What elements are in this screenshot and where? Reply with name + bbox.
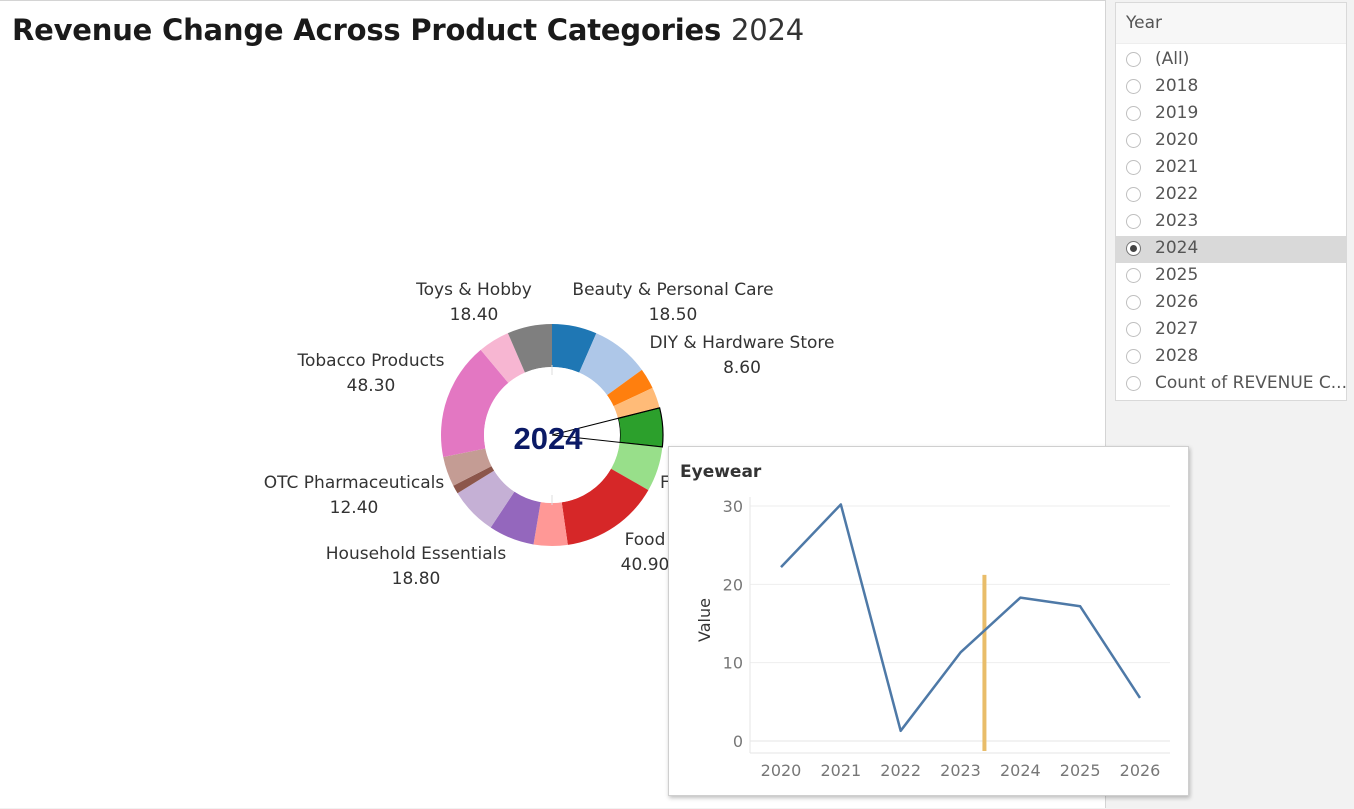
donut-slice-toys-and-hobby[interactable] [507, 324, 552, 373]
slice-value-label: 48.30 [347, 376, 396, 396]
line-chart: 0 10 20 30 2020 2021 2022 2023 2024 2025 2026 Value [695, 497, 1170, 780]
filter-option-label: 2022 [1155, 184, 1199, 204]
filter-option-2020[interactable]: 2020 [1116, 128, 1346, 155]
filter-option-label: 2018 [1155, 76, 1199, 96]
filter-option-all[interactable]: (All) [1116, 47, 1346, 74]
slice-label: F [660, 473, 670, 493]
donut-slice-household-essentials[interactable] [490, 491, 541, 545]
filter-option-label: 2027 [1155, 319, 1199, 339]
radio-icon[interactable] [1126, 268, 1141, 283]
y-tick-label: 30 [723, 497, 743, 516]
filter-option-2022[interactable]: 2022 [1116, 182, 1346, 209]
slice-value-label: 18.80 [392, 569, 441, 589]
y-tick-label: 0 [733, 732, 743, 751]
donut-slice-otc-pharmaceuticals[interactable] [443, 448, 492, 486]
slice-value-label: 18.40 [450, 305, 499, 325]
highlight-wedge-line [551, 407, 660, 436]
slice-label: Beauty & Personal Care [572, 280, 773, 300]
donut-slice-unnamed-13[interactable] [480, 333, 525, 383]
filter-option-2028[interactable]: 2028 [1116, 344, 1346, 371]
donut-slice-unnamed-2[interactable] [607, 369, 653, 407]
donut-slice-food[interactable] [561, 468, 649, 545]
donut-slice-beauty-and-personal-care[interactable] [552, 324, 597, 373]
y-tick-label: 10 [723, 654, 743, 673]
filter-option-2023[interactable]: 2023 [1116, 209, 1346, 236]
filter-option-label: 2024 [1155, 238, 1199, 258]
x-tick-label: 2023 [940, 761, 981, 780]
slice-label: Toys & Hobby [415, 280, 532, 300]
filter-option-2026[interactable]: 2026 [1116, 290, 1346, 317]
page-title: Revenue Change Across Product Categories… [12, 13, 804, 47]
x-tick-label: 2024 [1000, 761, 1041, 780]
filter-option-label: (All) [1155, 49, 1190, 69]
x-tick-label: 2022 [880, 761, 921, 780]
filter-option-label: Count of REVENUE C... [1155, 373, 1347, 393]
tooltip-title: Eyewear [680, 462, 762, 482]
filter-option-2018[interactable]: 2018 [1116, 74, 1346, 101]
slice-value-label: 40.90 [621, 555, 670, 575]
dashboard-canvas: Revenue Change Across Product Categories… [0, 0, 1106, 808]
radio-icon[interactable] [1126, 79, 1141, 94]
y-axis-label: Value [695, 598, 714, 642]
tooltip-panel: 0 10 20 30 2020 2021 2022 2023 2024 2025 2026 Value… [668, 446, 1189, 796]
title-year: 2024 [730, 13, 804, 47]
slice-label: Food [625, 530, 666, 550]
title-main: Revenue Change Across Product Categories [12, 13, 722, 47]
radio-icon[interactable] [1126, 241, 1141, 256]
slice-label: OTC Pharmaceuticals [264, 473, 445, 493]
radio-icon[interactable] [1126, 187, 1141, 202]
slice-label: Tobacco Products [296, 351, 444, 371]
filter-option-2024[interactable]: 2024 [1116, 236, 1346, 263]
y-tick-label: 20 [723, 575, 743, 594]
x-tick-label: 2021 [820, 761, 861, 780]
filter-option-label: 2019 [1155, 103, 1199, 123]
eyewear-series-line [780, 503, 1142, 733]
radio-icon[interactable] [1126, 52, 1141, 67]
donut-slice-tobacco-products[interactable] [441, 349, 509, 457]
donut-slice-unnamed-9[interactable] [457, 470, 515, 528]
filter-option-2027[interactable]: 2027 [1116, 317, 1346, 344]
filter-option-label: 2025 [1155, 265, 1199, 285]
filter-option-label: 2021 [1155, 157, 1199, 177]
year-filter-panel: Year (All) 2018 2019 2020 2021 2022 2023 2024 20… [1115, 2, 1347, 401]
slice-value-label: 18.50 [649, 305, 698, 325]
filter-option-label: 2023 [1155, 211, 1199, 231]
donut-chart[interactable]: 2024 Beauty & Personal Care 18.50 DIY & Har… [0, 1, 1106, 809]
filter-option-label: 2020 [1155, 130, 1199, 150]
donut-slice-unnamed-7[interactable] [533, 502, 568, 547]
slice-label: DIY & Hardware Store [650, 333, 835, 353]
donut-slice-unnamed-10[interactable] [453, 466, 495, 494]
donut-slice-unnamed-5[interactable] [611, 442, 663, 491]
x-tick-label: 2020 [761, 761, 802, 780]
slice-label: Household Essentials [326, 544, 507, 564]
slice-value-label: 8.60 [723, 358, 761, 378]
radio-icon[interactable] [1126, 160, 1141, 175]
x-tick-label: 2026 [1120, 761, 1161, 780]
radio-icon[interactable] [1126, 295, 1141, 310]
slice-value-label: 12.40 [330, 498, 379, 518]
filter-option-2025[interactable]: 2025 [1116, 263, 1346, 290]
filter-option-label: 2026 [1155, 292, 1199, 312]
radio-icon[interactable] [1126, 376, 1141, 391]
filter-option-label: 2028 [1155, 346, 1199, 366]
radio-icon[interactable] [1126, 349, 1141, 364]
radio-icon[interactable] [1126, 133, 1141, 148]
donut-slice-unnamed-1[interactable] [579, 333, 642, 396]
filter-option-2019[interactable]: 2019 [1116, 101, 1346, 128]
highlight-wedge-line [551, 434, 663, 448]
filter-option-count-of-revenue-c[interactable]: Count of REVENUE C... [1116, 371, 1347, 398]
filter-option-2021[interactable]: 2021 [1116, 155, 1346, 182]
x-tick-label: 2025 [1060, 761, 1101, 780]
radio-icon[interactable] [1126, 322, 1141, 337]
radio-icon[interactable] [1126, 106, 1141, 121]
radio-icon[interactable] [1126, 214, 1141, 229]
donut-center-year: 2024 [514, 421, 584, 456]
filter-title: Year [1116, 3, 1346, 44]
